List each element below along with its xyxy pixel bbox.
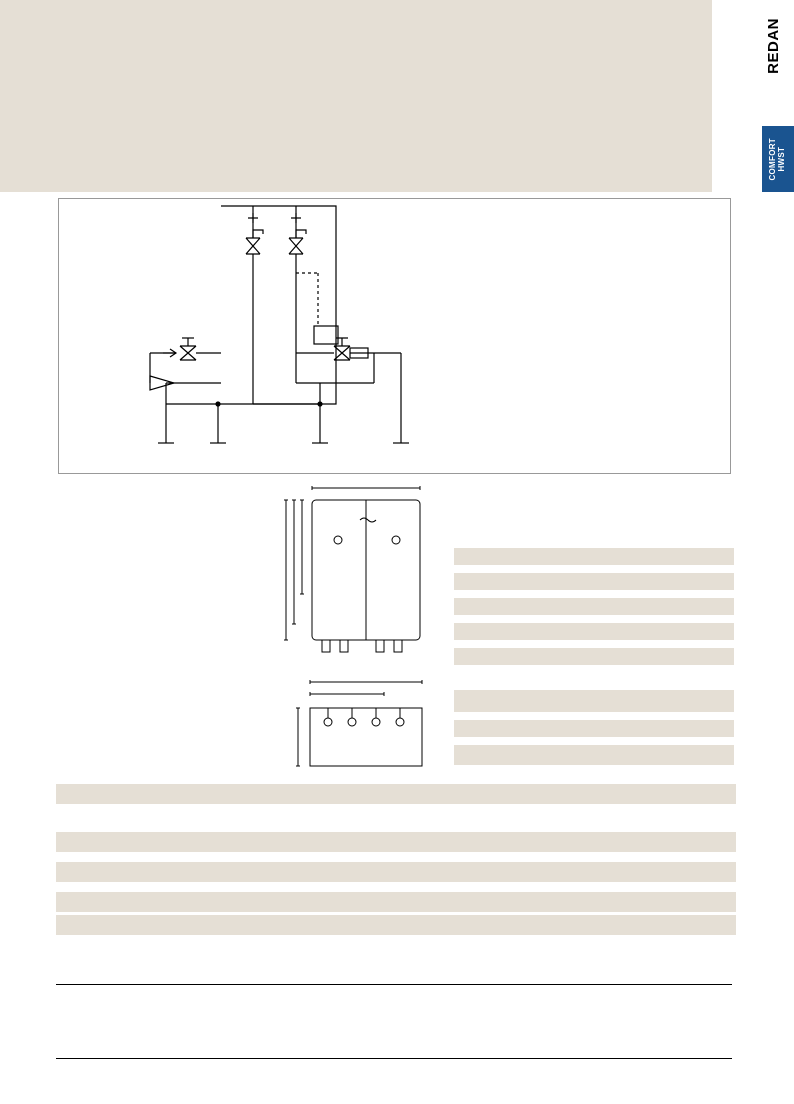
spec-row bbox=[56, 862, 736, 882]
spec-table-connections bbox=[454, 686, 734, 773]
brand-name: REDAN bbox=[765, 18, 782, 74]
divider-line bbox=[56, 1058, 732, 1059]
divider-line bbox=[56, 984, 732, 985]
logo-dots bbox=[753, 37, 761, 55]
logo-dot-red bbox=[753, 47, 761, 55]
brand-logo: REDAN bbox=[753, 18, 782, 74]
spec-row bbox=[56, 915, 736, 935]
spec-row bbox=[56, 784, 736, 804]
spec-row bbox=[454, 720, 734, 737]
dimension-drawing-front bbox=[278, 484, 438, 664]
spec-row bbox=[454, 690, 734, 712]
header-band bbox=[0, 0, 712, 192]
schematic-diagram bbox=[58, 198, 418, 458]
spec-row bbox=[454, 648, 734, 665]
side-tab: COMFORTHWST bbox=[762, 126, 794, 192]
spec-row bbox=[454, 623, 734, 640]
logo-dot-blue bbox=[753, 37, 761, 45]
spec-row bbox=[454, 598, 734, 615]
spec-row bbox=[454, 573, 734, 590]
side-tab-label: COMFORTHWST bbox=[769, 138, 787, 181]
spec-table-dimensions bbox=[454, 548, 734, 673]
spec-row bbox=[56, 892, 736, 912]
spec-table-main bbox=[56, 784, 736, 951]
spec-row bbox=[454, 548, 734, 565]
spec-row bbox=[454, 745, 734, 765]
spec-row bbox=[56, 832, 736, 852]
dimension-drawing-top bbox=[290, 672, 430, 772]
